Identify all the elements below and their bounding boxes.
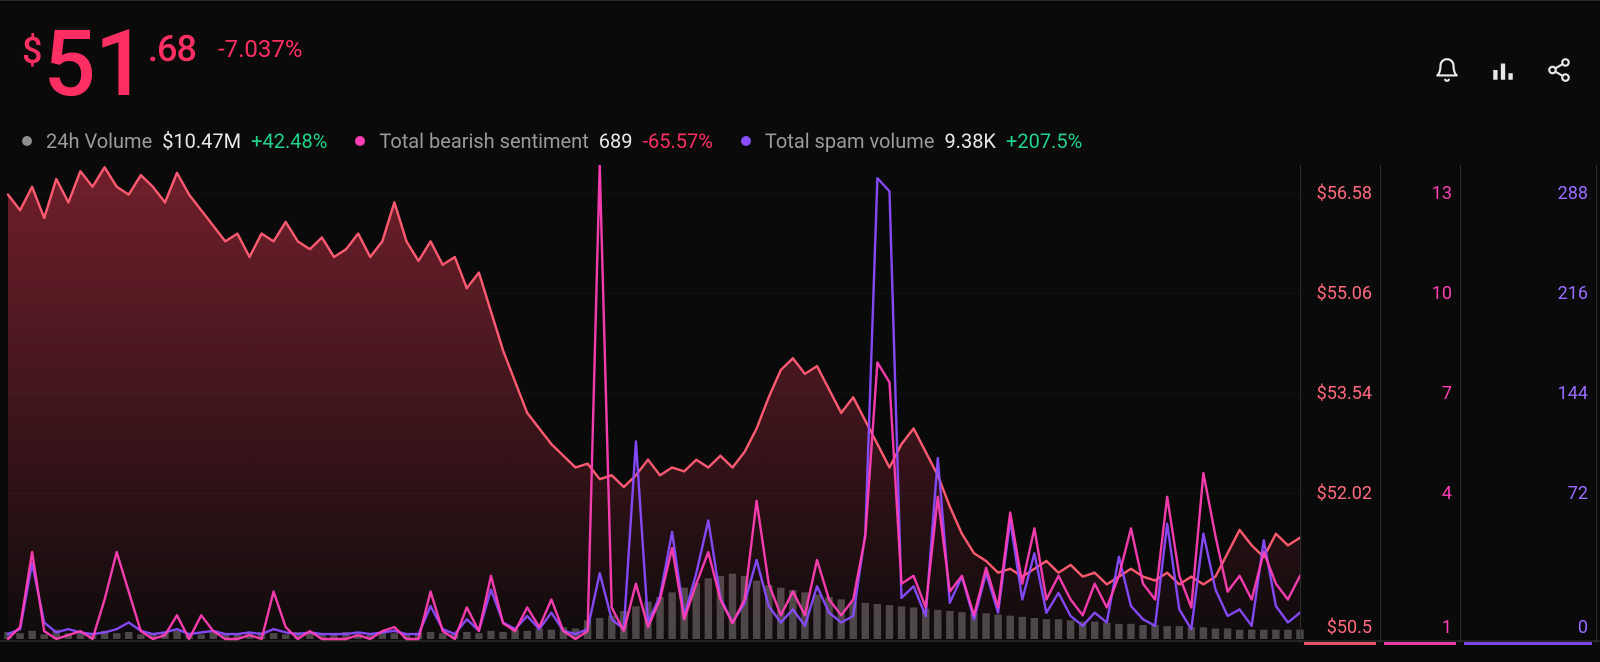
share-icon[interactable] xyxy=(1546,57,1572,83)
legend-bearish-change: -65.57% xyxy=(642,129,712,153)
axis-tick: 13 xyxy=(1432,183,1452,204)
axis-tick: $56.58 xyxy=(1317,183,1372,204)
legend-spam-change: +207.5% xyxy=(1006,129,1082,153)
axis-tick: 4 xyxy=(1442,483,1452,504)
price-change: -7.037% xyxy=(218,19,303,63)
bar-chart-icon[interactable] xyxy=(1490,57,1516,83)
axis-tick: 72 xyxy=(1568,483,1588,504)
price-decimals: .68 xyxy=(148,19,196,67)
legend-spam-value: 9.38K xyxy=(944,129,996,153)
axis-tick: $53.54 xyxy=(1317,383,1372,404)
legend-volume-value: $10.47M xyxy=(162,129,241,153)
chart-area[interactable]: $56.58 $55.06 $53.54 $52.02 $50.5 13 10 7 4 1 288 2… xyxy=(0,165,1600,655)
legend-volume-change: +42.48% xyxy=(251,129,327,153)
legend-volume-dot xyxy=(22,136,32,146)
price-currency: $ xyxy=(22,19,41,69)
axis-tick: 10 xyxy=(1432,283,1452,304)
bell-icon[interactable] xyxy=(1434,57,1460,83)
legend-volume[interactable]: 24h Volume $10.47M +42.48% xyxy=(22,129,327,153)
axis-tick: 216 xyxy=(1558,283,1588,304)
legend-volume-label: 24h Volume xyxy=(46,129,152,153)
price-block: $ 51 .68 -7.037% xyxy=(22,19,302,111)
legend-spam[interactable]: Total spam volume 9.38K +207.5% xyxy=(741,129,1082,153)
axis-tick: 288 xyxy=(1558,183,1588,204)
axis-tick: 1 xyxy=(1442,617,1452,638)
price-integer: 51 xyxy=(43,19,146,111)
axis-tick: $50.5 xyxy=(1327,617,1372,638)
axis-tick: $52.02 xyxy=(1317,483,1372,504)
price: $ 51 .68 xyxy=(22,19,196,111)
legend-bearish[interactable]: Total bearish sentiment 689 -65.57% xyxy=(355,129,713,153)
header: $ 51 .68 -7.037% xyxy=(0,1,1600,111)
legend-spam-dot xyxy=(741,136,751,146)
axis-tick: 144 xyxy=(1558,383,1588,404)
header-action-icons xyxy=(1434,19,1572,83)
axis-tick: $55.06 xyxy=(1317,283,1372,304)
legend-bearish-value: 689 xyxy=(599,129,633,153)
axis-tick: 7 xyxy=(1442,383,1452,404)
axis-tick: 0 xyxy=(1578,617,1588,638)
legend: 24h Volume $10.47M +42.48% Total bearish… xyxy=(0,111,1600,159)
legend-spam-label: Total spam volume xyxy=(765,129,935,153)
legend-bearish-label: Total bearish sentiment xyxy=(379,129,588,153)
legend-bearish-dot xyxy=(355,136,365,146)
